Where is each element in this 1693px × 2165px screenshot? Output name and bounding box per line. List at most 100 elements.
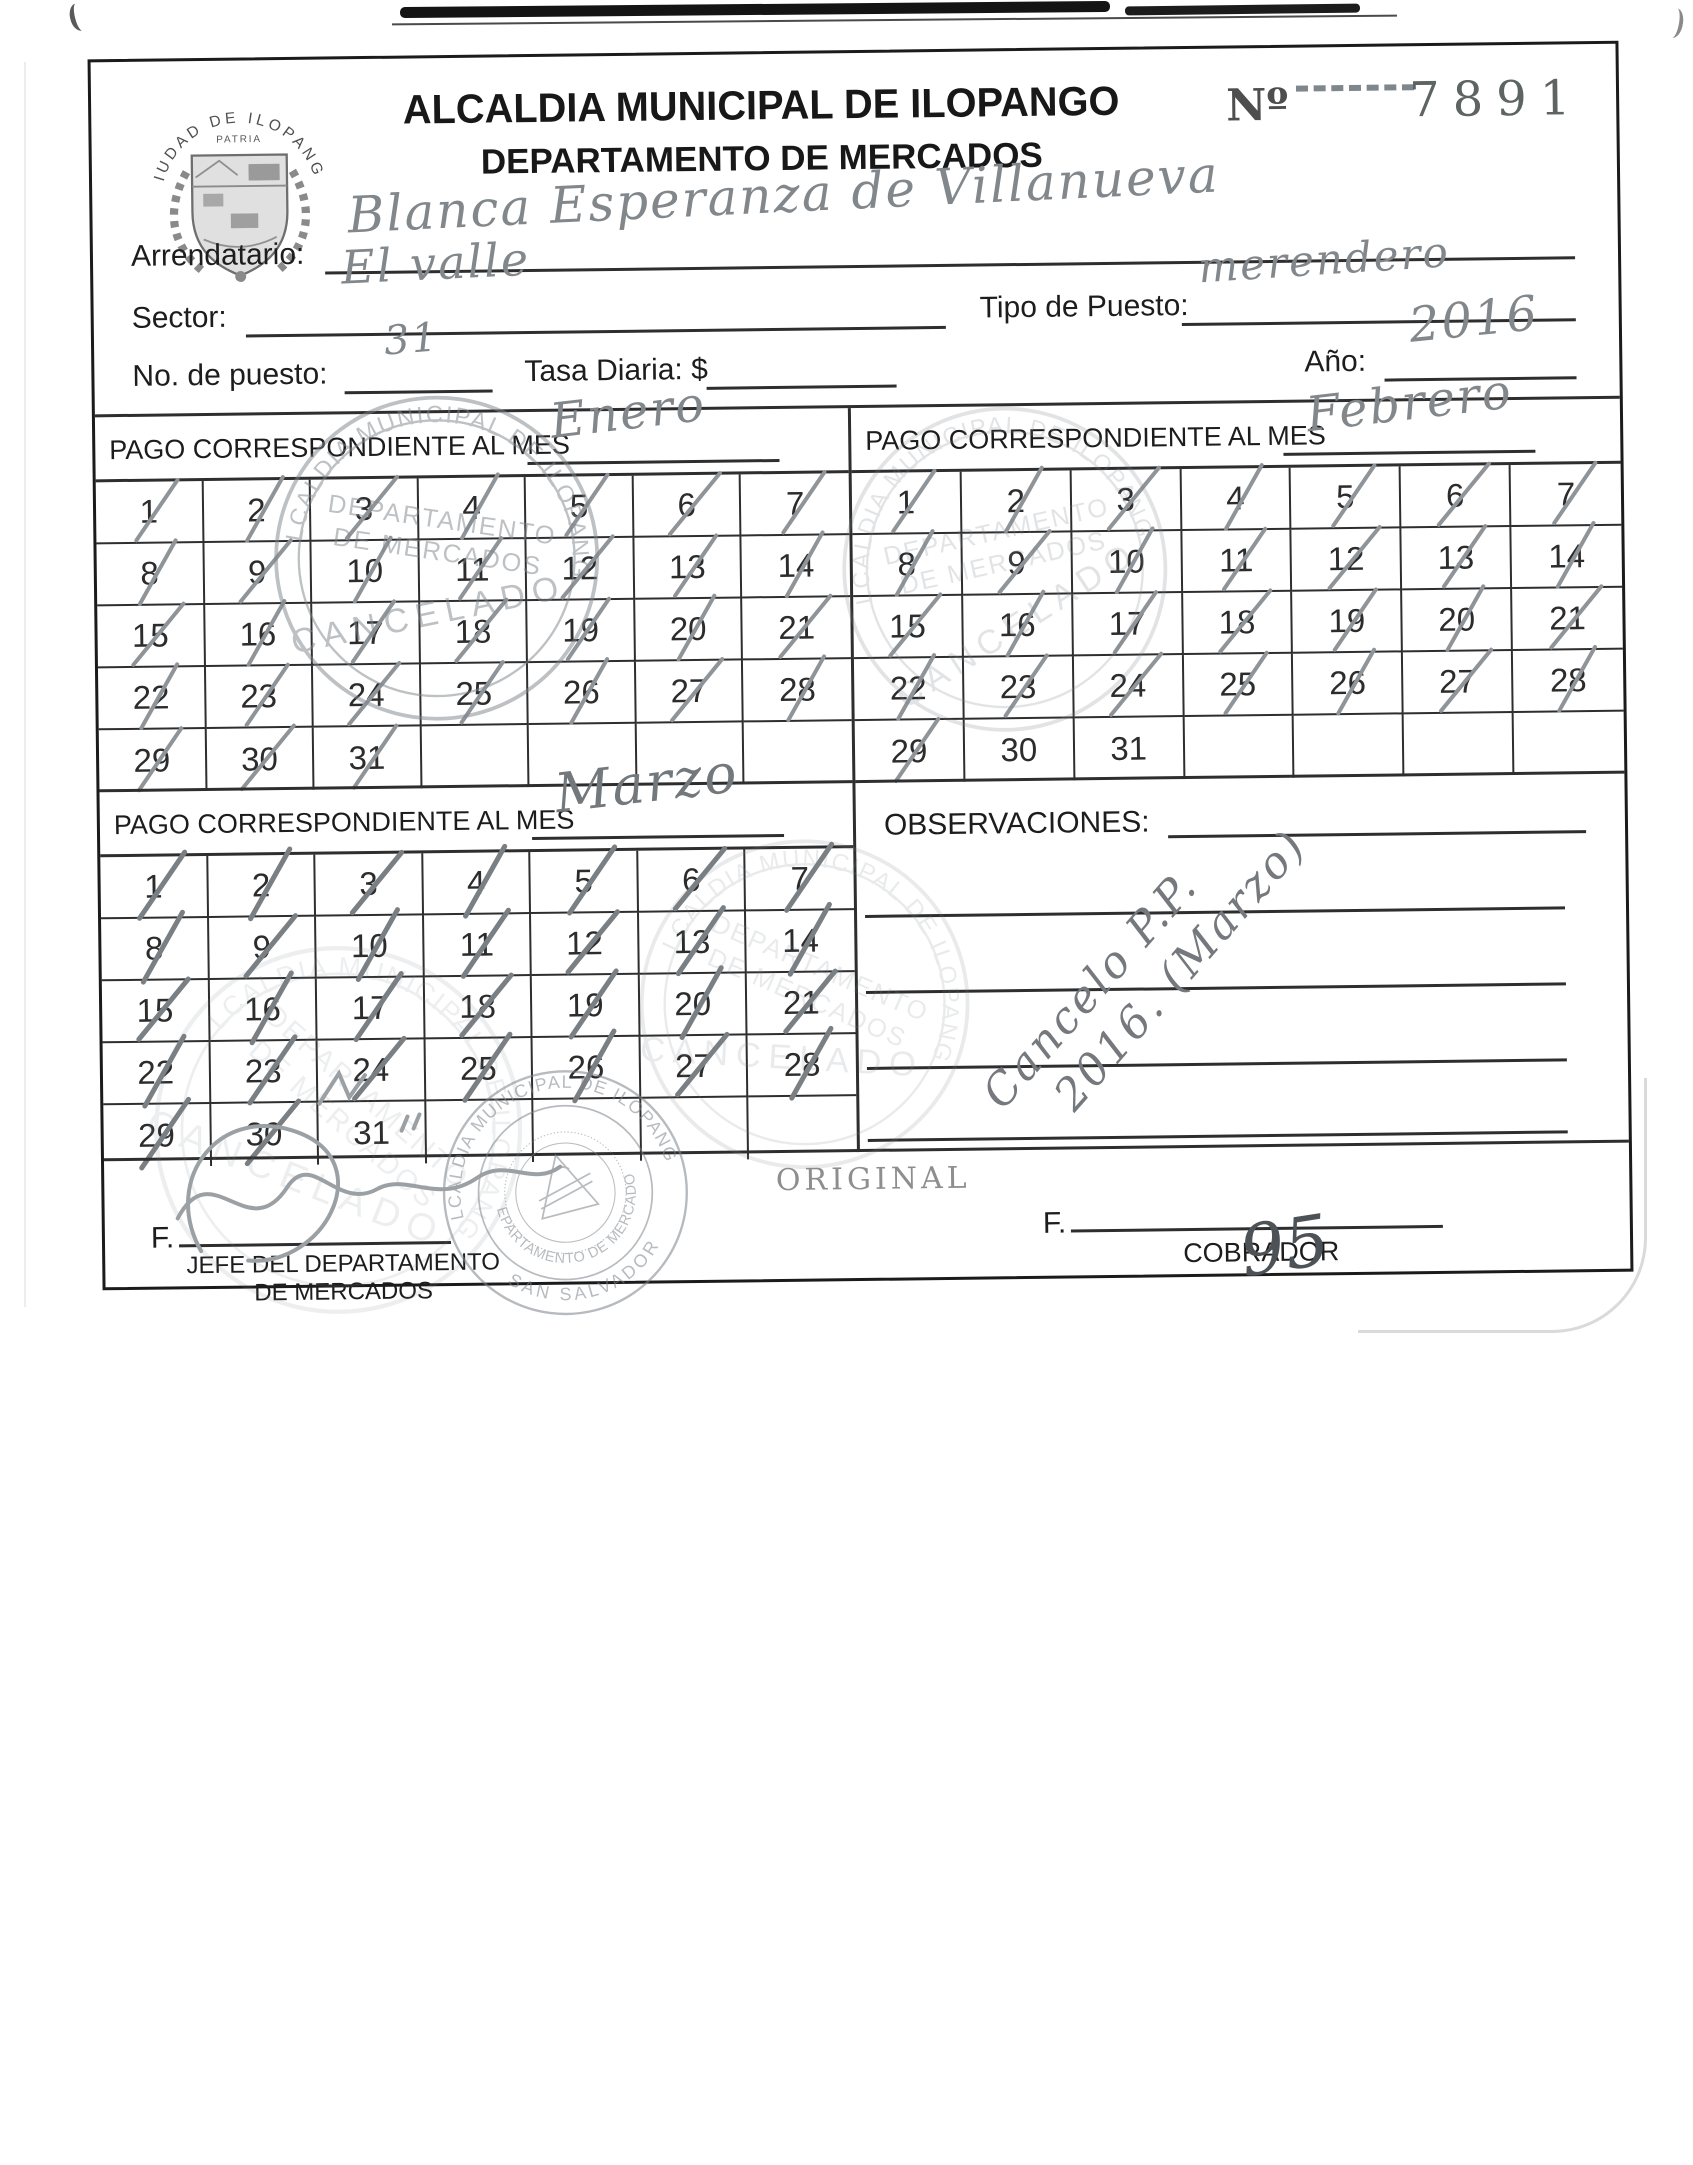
calendar-day-cell: 16	[962, 594, 1074, 658]
calendar-day-cell: 21	[742, 597, 851, 661]
day-number: 12	[1327, 539, 1365, 578]
day-number: 9	[1007, 543, 1026, 582]
day-number: 22	[889, 669, 927, 707]
calendar-day-cell: 4	[1181, 467, 1292, 532]
calendar-day-cell: 24	[317, 1039, 426, 1103]
calendar-day-cell: 26	[532, 1036, 642, 1101]
calendar-day-cell: 14	[741, 535, 851, 599]
calendar-header: PAGO CORRESPONDIENTE AL MES Febrero	[850, 363, 1621, 474]
tipo-puesto-handwritten-value: merendero	[1196, 227, 1452, 293]
calendar-day-cell: 29	[854, 719, 966, 784]
calendar-day-cell: 20	[1402, 589, 1514, 653]
day-number: 4	[462, 488, 481, 526]
calendar-day-cell: 1	[95, 481, 205, 545]
calendar-day-cell: 10	[316, 915, 425, 979]
day-number: 6	[677, 486, 697, 524]
calendar-day-cell: 29	[98, 728, 208, 793]
day-number: 19	[562, 611, 600, 649]
day-number: 24	[1109, 666, 1147, 704]
day-number: 15	[888, 607, 927, 645]
calendar-day-cell: 10	[1072, 531, 1183, 595]
day-number: 24	[347, 675, 385, 714]
day-number: 4	[1226, 479, 1245, 517]
day-number: 27	[674, 1046, 713, 1085]
day-number: 14	[777, 546, 815, 585]
anio-handwritten-value: 2016	[1406, 285, 1542, 354]
day-number: 13	[668, 547, 706, 586]
scan-artifact-corner-curl	[1663, 6, 1686, 40]
calendar-day-cell: 16	[204, 603, 314, 668]
calendar-day-cell: 14	[746, 910, 855, 974]
day-number: 24	[352, 1050, 390, 1089]
jefe-signature-line	[178, 1211, 451, 1248]
calendar-day-cell	[1294, 714, 1405, 778]
tipo-puesto-label: Tipo de Puesto:	[979, 288, 1189, 325]
calendar-day-grid: 1 2 3 4 5 6 7 8 9 10 11 12 13 14 15 16 17 18 19 20 21 22 23 24 2…	[851, 463, 1625, 784]
day-number: 2	[1006, 481, 1026, 520]
day-number: 30	[240, 740, 279, 778]
day-number: 14	[1548, 537, 1586, 575]
calendar-day-cell: 23	[963, 656, 1075, 720]
calendar-day-cell: 7	[741, 473, 850, 537]
day-number: 25	[459, 1049, 497, 1087]
calendar-day-cell: 27	[635, 660, 745, 724]
signature-footer: F. JEFE DEL DEPARTAMENTO DE MERCADOS ORI…	[103, 1139, 1631, 1307]
day-number: 15	[136, 991, 174, 1029]
day-number: 3	[354, 489, 374, 528]
calendar-header: PAGO CORRESPONDIENTE AL MES Marzo	[99, 741, 854, 858]
calendar-day-cell: 14	[1511, 525, 1623, 590]
pen-dashes	[1295, 84, 1415, 92]
calendar-day-cell: 2	[203, 479, 312, 544]
day-number: 20	[669, 609, 707, 648]
day-number: 16	[998, 605, 1036, 644]
anio-label: Año:	[1304, 344, 1367, 379]
calendar-day-cell: 18	[424, 976, 533, 1040]
calendar-day-cell: 19	[527, 599, 636, 664]
day-number: 12	[565, 924, 604, 962]
calendar-day-cell: 4	[422, 852, 532, 916]
calendar-day-cell: 30	[964, 718, 1076, 782]
calendar-day-cell	[421, 725, 530, 789]
day-number: 3	[359, 864, 378, 903]
calendar-day-grid: 1 2 3 4 5 6 7 8 9 10 11 12 13 14 15 16 17 18 19 20 21 22 23 24 2…	[95, 473, 853, 793]
original-copy-watermark: ORIGINAL	[775, 1160, 971, 1199]
calendar-day-cell: 25	[1183, 653, 1295, 718]
sector-line	[245, 325, 946, 338]
day-number: 4	[466, 863, 486, 901]
no-puesto-line	[344, 389, 493, 395]
sector-label: Sector:	[131, 300, 227, 335]
calendar-day-grid: 1 2 3 4 5 6 7 8 9 10 11 12 13 14 15 16 17 18 19 20 21 22 23 24 2…	[100, 848, 857, 1168]
calendar-day-cell: 31	[1074, 717, 1185, 781]
day-number: 11	[1218, 541, 1254, 579]
day-number: 29	[890, 732, 928, 770]
day-number: 31	[348, 738, 386, 777]
calendar-day-cell: 30	[206, 727, 315, 791]
municipal-seal-icon: CIUDAD DE ILOPANGO PATRIA	[136, 75, 328, 282]
calendar-day-cell: 1	[851, 471, 963, 536]
calendar-day-cell: 12	[531, 912, 640, 977]
day-number: 8	[140, 554, 159, 592]
day-number: 17	[346, 613, 385, 652]
day-number: 19	[566, 986, 604, 1024]
municipality-title: ALCALDIA MUNICIPAL DE ILOPANGO	[402, 77, 1120, 133]
day-number: 2	[247, 491, 266, 529]
calendar-day-cell: 2	[961, 470, 1073, 534]
calendar-day-cell: 22	[102, 1041, 211, 1106]
calendar-day-cell: 27	[1403, 651, 1514, 715]
day-number: 25	[1219, 665, 1257, 703]
calendar-day-cell: 21	[747, 972, 856, 1036]
day-number: 19	[1328, 601, 1366, 640]
day-number: 18	[1218, 603, 1256, 641]
day-number: 29	[137, 1116, 176, 1154]
day-number: 2	[251, 866, 271, 904]
day-number: 15	[131, 616, 169, 654]
day-number: 31	[353, 1113, 391, 1152]
calendar-day-cell: 22	[853, 657, 965, 722]
observaciones-label: OBSERVACIONES:	[883, 805, 1150, 842]
day-number: 11	[459, 925, 495, 963]
calendar-day-cell: 5	[525, 475, 635, 540]
calendar-day-cell: 22	[97, 667, 207, 731]
day-number: 27	[1438, 662, 1477, 700]
day-number: 13	[673, 922, 711, 961]
